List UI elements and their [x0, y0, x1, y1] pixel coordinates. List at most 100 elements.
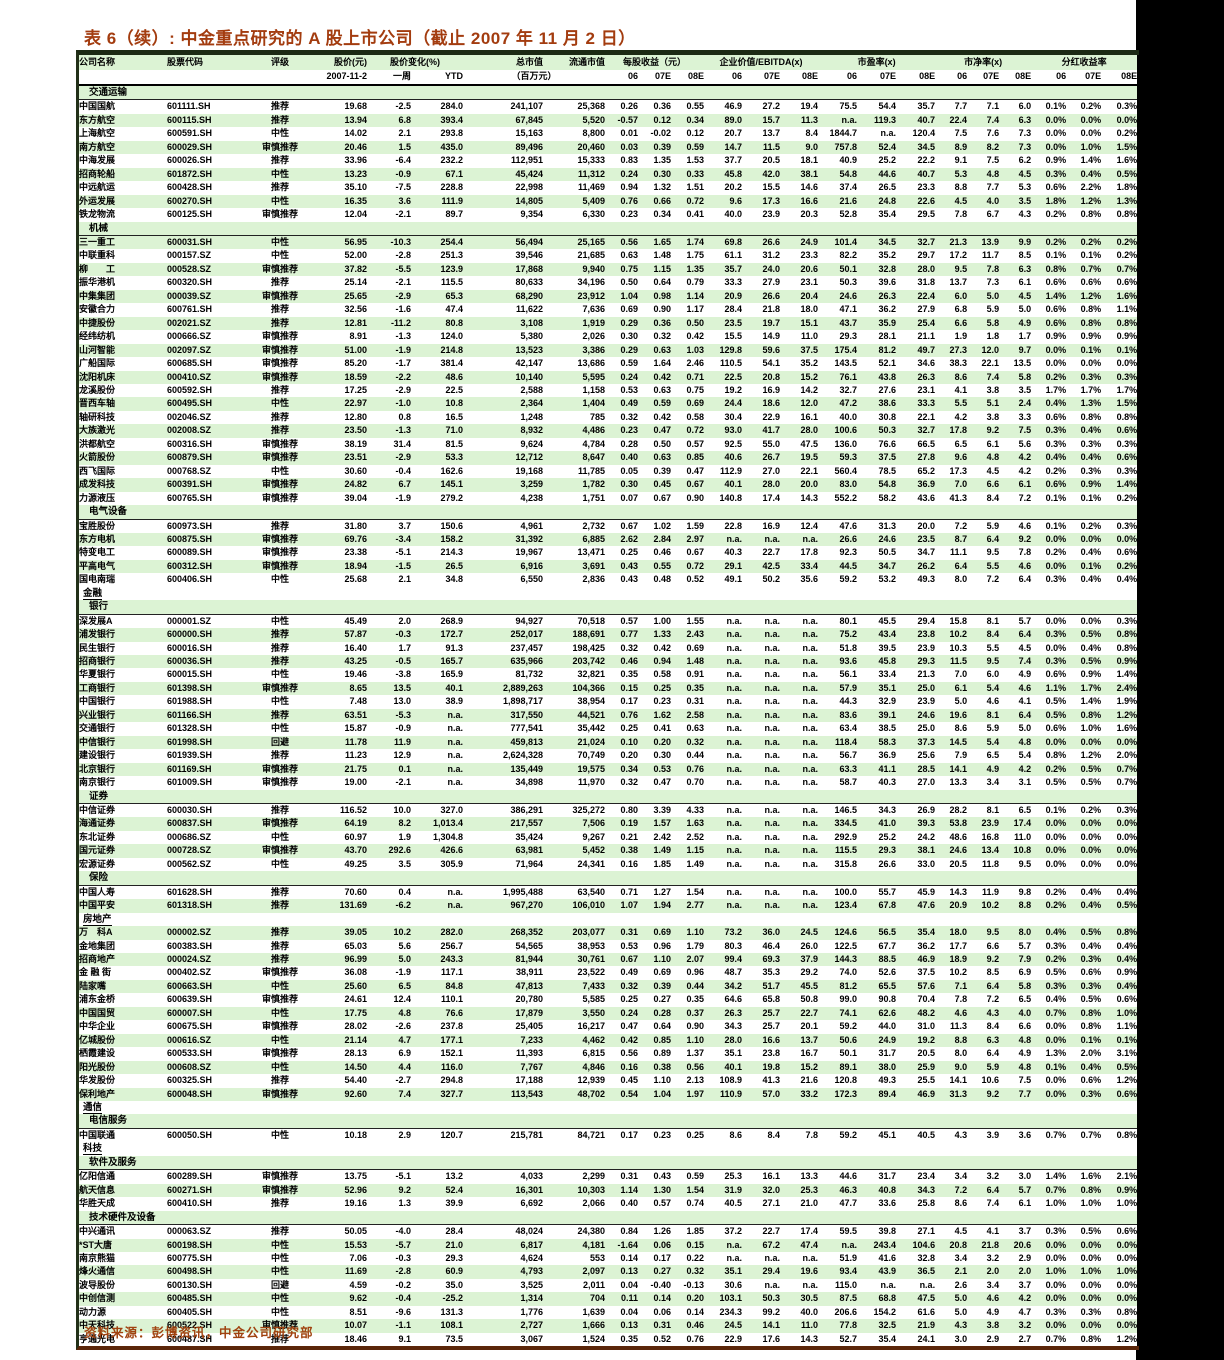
- cell: 0.3%: [1101, 519, 1138, 533]
- cell: 17,188: [463, 1074, 543, 1088]
- cell: n.a.: [704, 532, 743, 547]
- cell: 5.4: [967, 735, 1000, 750]
- cell: 阳光股份: [79, 1060, 167, 1075]
- cell: 0.1%: [1101, 1033, 1138, 1048]
- cell: 83.0: [818, 478, 858, 492]
- cell: 154.2: [857, 1305, 897, 1320]
- sub-div-06: 06: [1031, 70, 1067, 86]
- cell: 推荐: [249, 519, 311, 533]
- cell: 5.5: [935, 397, 968, 411]
- cell: -7.5: [367, 181, 411, 195]
- cell: 47.6: [818, 519, 858, 533]
- cell: 0.3%: [1031, 1305, 1067, 1320]
- cell: 24,380: [543, 1224, 605, 1239]
- cell: 1,524: [543, 1332, 605, 1347]
- cell: 7.9: [999, 953, 1032, 967]
- cell: 34.7: [896, 546, 936, 560]
- cell: 回避: [249, 1278, 311, 1293]
- cell: 0.8%: [1031, 262, 1067, 277]
- cell: 2.7: [999, 1332, 1032, 1347]
- cell: 41.0: [857, 817, 897, 831]
- cell: 601318.SH: [167, 899, 249, 913]
- cell: 建设银行: [79, 749, 167, 763]
- cell: 40.3: [704, 546, 743, 560]
- cell: 1.15: [638, 262, 671, 277]
- table-row: 浦东金桥 600639.SH 审慎推荐 24.61 12.4 110.1 20,780 5,5…: [79, 993, 1138, 1007]
- cell: 5.0: [935, 695, 968, 709]
- cell: 1.6%: [1101, 722, 1138, 736]
- cell: 12.4: [780, 519, 819, 533]
- cell: -1.3: [367, 330, 411, 344]
- cell: 南方航空: [79, 140, 167, 155]
- cell: 0.22: [671, 1251, 705, 1266]
- table-row: 阳光股份 000608.SZ 中性 14.50 4.4 116.0 7,767 4,846 0.…: [79, 1060, 1138, 1075]
- subsection-header: 机械: [79, 221, 1138, 236]
- cell: 8.6: [935, 370, 968, 384]
- table-row: 中国平安 601318.SH 推荐 131.69 -6.2 n.a. 967,270 106,…: [79, 899, 1138, 913]
- section-title: 通信: [79, 1100, 1138, 1115]
- cell: 0.1%: [1031, 249, 1067, 263]
- cell: 15.8: [935, 614, 968, 629]
- cell: 327.7: [411, 1087, 463, 1101]
- cell: n.a.: [411, 722, 463, 736]
- cell: 69.3: [742, 953, 781, 967]
- cell: 5.0: [935, 1305, 968, 1320]
- cell: 32.7: [818, 383, 858, 398]
- cell: 43.4: [857, 628, 897, 642]
- cell: 22,998: [463, 181, 543, 195]
- cell: 6.4: [999, 573, 1032, 587]
- cell: 东方电机: [79, 532, 167, 547]
- cell: 1.4%: [1066, 695, 1102, 709]
- cell: 21.75: [311, 762, 367, 777]
- cell: 1.03: [671, 343, 705, 358]
- cell: 50.3: [742, 1292, 781, 1306]
- cell: 31.0: [896, 1020, 936, 1034]
- cell: 0.72: [671, 194, 705, 209]
- cell: 0.6%: [1101, 1224, 1138, 1239]
- cell: 0.0%: [1031, 127, 1067, 141]
- cell: 13,471: [543, 546, 605, 560]
- source-note: 资料来源：彭博资讯，中金公司研究部: [84, 1326, 314, 1340]
- sub-pe-07e: 07E: [857, 70, 897, 86]
- cell: 中联重科: [79, 249, 167, 263]
- cell: 21.0: [780, 1197, 819, 1211]
- cell: 0.67: [671, 546, 705, 560]
- cell: 5.3: [935, 167, 968, 182]
- cell: 206.6: [818, 1305, 858, 1320]
- cell: n.a.: [704, 803, 743, 818]
- cell: 1.54: [671, 885, 705, 900]
- cell: 2.4%: [1101, 681, 1138, 696]
- cell: 0.4%: [1031, 926, 1067, 940]
- cell: 7,433: [543, 979, 605, 994]
- cell: 23.9: [896, 695, 936, 709]
- cell: 0.0%: [1101, 1238, 1138, 1252]
- cell: 航天信息: [79, 1183, 167, 1198]
- table-row: 特变电工 600089.SH 审慎推荐 23.38 -5.1 214.3 19,967 13,…: [79, 546, 1138, 560]
- cell: 81.2: [818, 979, 858, 994]
- cell: 1.9%: [1101, 695, 1138, 709]
- cell: n.a.: [780, 776, 819, 790]
- cell: 0.8%: [1101, 1305, 1138, 1320]
- cell: 0.59: [638, 397, 671, 411]
- sub-ytd: YTD: [411, 70, 463, 86]
- cell: 17.3: [935, 464, 968, 479]
- cell: 83.6: [818, 708, 858, 723]
- cell: 0.0%: [1031, 817, 1067, 831]
- table-row: 亿阳信通 600289.SH 审慎推荐 13.75 -5.1 13.2 4,033 2,299…: [79, 1169, 1138, 1184]
- cell: 3,259: [463, 478, 543, 492]
- cell: 0.25: [605, 993, 638, 1007]
- cell: n.a.: [742, 803, 781, 818]
- cell: 9.2: [967, 1087, 1000, 1101]
- cell: 0.0%: [1101, 817, 1138, 831]
- cell: -1.5: [367, 559, 411, 574]
- cell: 20,460: [543, 140, 605, 155]
- table-row: 亨通光电 600487.SH 推荐 18.46 9.1 73.5 3,067 1,524 0.3…: [79, 1332, 1138, 1347]
- cell: 审慎推荐: [249, 208, 311, 222]
- cell: 0.53: [638, 762, 671, 777]
- cell: 13.5: [367, 681, 411, 696]
- table-row: 轴研科技 002046.SZ 推荐 12.80 0.8 16.5 1,248 785 0.32 0…: [79, 410, 1138, 425]
- cell: 110.9: [704, 1087, 743, 1101]
- cell: 2.1: [367, 127, 411, 141]
- cell: 7.0: [935, 478, 968, 492]
- cell: 2,097: [543, 1265, 605, 1279]
